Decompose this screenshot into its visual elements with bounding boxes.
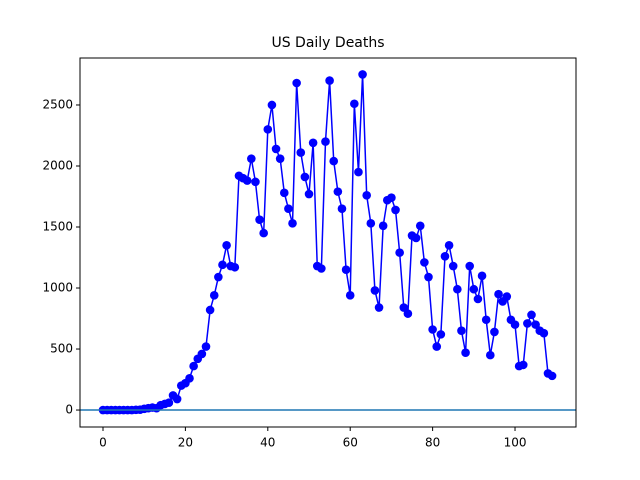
x-tick-label: 0 xyxy=(99,436,107,450)
point xyxy=(222,241,231,250)
point xyxy=(300,172,310,182)
point xyxy=(275,154,285,163)
point xyxy=(350,99,359,109)
point xyxy=(317,264,326,273)
point xyxy=(518,360,528,370)
y-tick-label: 0 xyxy=(65,403,73,417)
point xyxy=(527,310,536,320)
point xyxy=(345,291,355,300)
point xyxy=(473,294,483,304)
point xyxy=(337,204,347,213)
y-tick-label: 500 xyxy=(50,342,73,356)
x-tick-label: 40 xyxy=(260,436,275,450)
chart-title: US Daily Deaths xyxy=(271,35,384,51)
point xyxy=(469,284,479,294)
point xyxy=(395,248,404,257)
point xyxy=(172,394,182,404)
point xyxy=(218,260,227,270)
point xyxy=(370,286,380,295)
point xyxy=(333,187,343,196)
point xyxy=(247,154,256,163)
point xyxy=(214,272,223,282)
point xyxy=(378,221,388,231)
y-tick-label: 2000 xyxy=(42,158,73,172)
point xyxy=(428,325,437,334)
point xyxy=(230,262,240,272)
point xyxy=(329,156,339,166)
x-tick-label: 100 xyxy=(504,436,527,450)
point xyxy=(444,241,454,250)
point xyxy=(403,309,413,318)
point xyxy=(341,265,351,275)
point xyxy=(391,205,400,215)
point xyxy=(485,350,495,360)
point xyxy=(481,315,491,325)
point xyxy=(374,303,384,312)
point xyxy=(399,303,409,312)
point xyxy=(420,258,429,267)
point xyxy=(453,284,462,294)
x-tick-label: 60 xyxy=(343,436,358,450)
point xyxy=(502,292,512,301)
point xyxy=(432,342,442,351)
y-tick-label: 1000 xyxy=(42,281,73,295)
point xyxy=(436,330,446,339)
point xyxy=(531,320,540,329)
point xyxy=(362,190,371,200)
point xyxy=(263,125,273,134)
point xyxy=(271,144,281,154)
point xyxy=(251,177,260,187)
point xyxy=(267,100,277,110)
point xyxy=(197,349,207,359)
point xyxy=(448,261,458,271)
point xyxy=(465,261,474,271)
point xyxy=(205,305,215,315)
point xyxy=(209,291,219,300)
point xyxy=(415,221,425,231)
point xyxy=(461,348,470,357)
point xyxy=(494,289,503,299)
point xyxy=(189,361,198,371)
point xyxy=(411,233,421,243)
point xyxy=(477,271,487,281)
point xyxy=(164,398,174,408)
point xyxy=(539,328,549,338)
point xyxy=(292,78,301,88)
point xyxy=(279,188,289,198)
point xyxy=(387,193,396,203)
point xyxy=(304,189,314,199)
y-tick-label: 1500 xyxy=(42,220,73,234)
point xyxy=(259,228,268,238)
point xyxy=(255,215,264,224)
point xyxy=(354,167,363,177)
point xyxy=(490,327,499,337)
point xyxy=(325,76,334,85)
point xyxy=(308,138,318,148)
point xyxy=(424,272,433,282)
point xyxy=(366,219,376,228)
plot-frame xyxy=(79,57,577,428)
point xyxy=(185,374,194,383)
x-tick-label: 20 xyxy=(178,436,193,450)
point xyxy=(440,251,450,261)
point xyxy=(296,148,306,157)
point xyxy=(457,326,466,336)
point xyxy=(321,137,330,146)
point xyxy=(242,176,252,185)
point xyxy=(358,70,367,79)
point xyxy=(288,219,297,228)
point xyxy=(547,371,557,381)
point xyxy=(510,320,520,329)
y-tick-label: 2500 xyxy=(42,97,73,111)
point xyxy=(523,319,532,328)
point xyxy=(201,342,211,351)
x-tick-label: 80 xyxy=(425,436,440,450)
point xyxy=(284,204,293,213)
